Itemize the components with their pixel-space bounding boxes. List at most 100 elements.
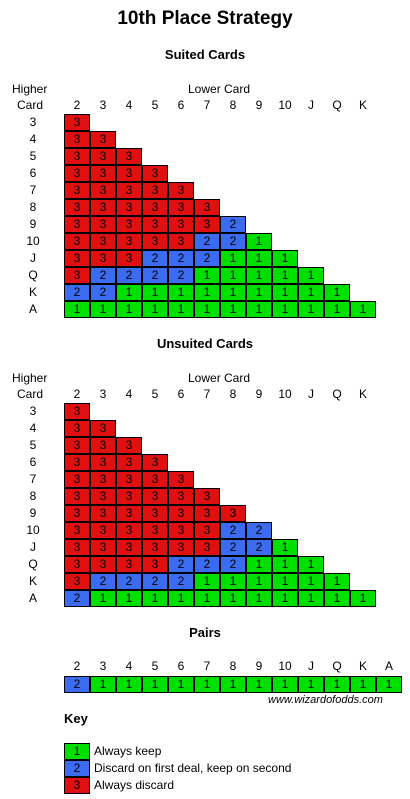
suited-cell: 3 xyxy=(116,199,142,216)
suited-cell: 2 xyxy=(90,267,116,284)
suited-cell: 3 xyxy=(116,216,142,233)
suited-cell: 3 xyxy=(194,199,220,216)
unsuited-heading: Unsuited Cards xyxy=(156,336,254,351)
suited-cell: 2 xyxy=(194,233,220,250)
suited-cell: 1 xyxy=(90,301,116,318)
suited-cell: 1 xyxy=(246,267,272,284)
pairs-col-header: 7 xyxy=(203,659,211,673)
suited-row-label: A xyxy=(28,302,37,316)
unsuited-cell: 3 xyxy=(64,556,90,573)
unsuited-cell: 3 xyxy=(142,488,168,505)
suited-cell: 1 xyxy=(272,250,298,267)
unsuited-col-header: Q xyxy=(332,387,342,401)
key-swatch: 2 xyxy=(64,760,90,777)
suited-cell: 3 xyxy=(90,148,116,165)
unsuited-cell: 2 xyxy=(168,556,194,573)
suited-cell: 2 xyxy=(220,216,246,233)
unsuited-cell: 3 xyxy=(194,505,220,522)
pairs-cell: 2 xyxy=(64,676,90,693)
suited-cell: 1 xyxy=(298,267,324,284)
suited-cell: 2 xyxy=(168,250,194,267)
suited-cell: 3 xyxy=(90,182,116,199)
unsuited-col-header: 5 xyxy=(151,387,159,401)
key-label: Always keep xyxy=(94,744,162,758)
unsuited-cell: 1 xyxy=(168,590,194,607)
unsuited-cell: 1 xyxy=(142,590,168,607)
suited-cell: 3 xyxy=(64,114,90,131)
suited-cell: 1 xyxy=(194,284,220,301)
pairs-col-header: 8 xyxy=(229,659,237,673)
unsuited-cell: 3 xyxy=(116,522,142,539)
suited-cell: 2 xyxy=(142,267,168,284)
unsuited-lower-label: Lower Card xyxy=(188,371,251,385)
unsuited-col-header: 7 xyxy=(203,387,211,401)
suited-cell: 1 xyxy=(272,284,298,301)
suited-cell: 3 xyxy=(116,148,142,165)
suited-cell: 2 xyxy=(168,267,194,284)
unsuited-cell: 3 xyxy=(116,505,142,522)
suited-cell: 1 xyxy=(142,301,168,318)
unsuited-cell: 2 xyxy=(168,573,194,590)
pairs-col-header: 6 xyxy=(177,659,185,673)
unsuited-col-header: 9 xyxy=(255,387,263,401)
suited-cell: 1 xyxy=(272,301,298,318)
suited-cell: 2 xyxy=(90,284,116,301)
unsuited-row-label: 6 xyxy=(29,455,37,469)
unsuited-cell: 1 xyxy=(272,539,298,556)
unsuited-cell: 3 xyxy=(220,505,246,522)
pairs-cell: 1 xyxy=(194,676,220,693)
unsuited-row-label: 3 xyxy=(29,404,37,418)
unsuited-col-header: 3 xyxy=(99,387,107,401)
suited-higher-label: Higher xyxy=(12,82,48,96)
suited-cell: 3 xyxy=(90,199,116,216)
unsuited-cell: 3 xyxy=(90,471,116,488)
pairs-cell: 1 xyxy=(324,676,350,693)
pairs-col-header: 4 xyxy=(125,659,133,673)
suited-cell: 3 xyxy=(90,165,116,182)
unsuited-cell: 2 xyxy=(220,539,246,556)
suited-cell: 1 xyxy=(246,233,272,250)
suited-col-header: K xyxy=(358,98,367,112)
suited-cell: 1 xyxy=(324,301,350,318)
unsuited-row-label: 5 xyxy=(29,438,37,452)
suited-row-label: 9 xyxy=(29,217,37,231)
unsuited-row-label: 4 xyxy=(29,421,37,435)
unsuited-cell: 1 xyxy=(272,556,298,573)
unsuited-cell: 3 xyxy=(194,539,220,556)
pairs-col-header: 2 xyxy=(73,659,81,673)
unsuited-cell: 3 xyxy=(142,522,168,539)
suited-cell: 3 xyxy=(142,216,168,233)
pairs-heading: Pairs xyxy=(189,625,221,640)
unsuited-cell: 3 xyxy=(116,454,142,471)
unsuited-cell: 2 xyxy=(142,573,168,590)
suited-cell: 3 xyxy=(116,250,142,267)
suited-cell: 3 xyxy=(90,131,116,148)
unsuited-cell: 1 xyxy=(246,556,272,573)
unsuited-cell: 3 xyxy=(90,539,116,556)
unsuited-card-label: Card xyxy=(17,387,44,401)
unsuited-col-header: J xyxy=(308,387,314,401)
unsuited-row-label: A xyxy=(28,591,37,605)
unsuited-col-header: 4 xyxy=(125,387,133,401)
suited-row-label: 6 xyxy=(29,166,37,180)
pairs-cell: 1 xyxy=(246,676,272,693)
unsuited-cell: 3 xyxy=(116,471,142,488)
unsuited-cell: 3 xyxy=(90,437,116,454)
unsuited-cell: 3 xyxy=(142,454,168,471)
unsuited-cell: 3 xyxy=(90,420,116,437)
unsuited-cell: 3 xyxy=(194,522,220,539)
suited-cell: 3 xyxy=(64,165,90,182)
suited-cell: 3 xyxy=(64,267,90,284)
unsuited-cell: 3 xyxy=(194,488,220,505)
unsuited-row-label: 10 xyxy=(26,523,40,537)
unsuited-cell: 1 xyxy=(90,590,116,607)
suited-col-header: 9 xyxy=(255,98,263,112)
unsuited-col-header: 2 xyxy=(73,387,81,401)
unsuited-cell: 1 xyxy=(272,590,298,607)
key-swatch: 3 xyxy=(64,777,90,794)
suited-row-label: K xyxy=(28,285,37,299)
unsuited-col-header: 10 xyxy=(278,387,292,401)
pairs-col-header: 10 xyxy=(278,659,292,673)
suited-row-label: 8 xyxy=(29,200,37,214)
suited-cell: 3 xyxy=(90,233,116,250)
